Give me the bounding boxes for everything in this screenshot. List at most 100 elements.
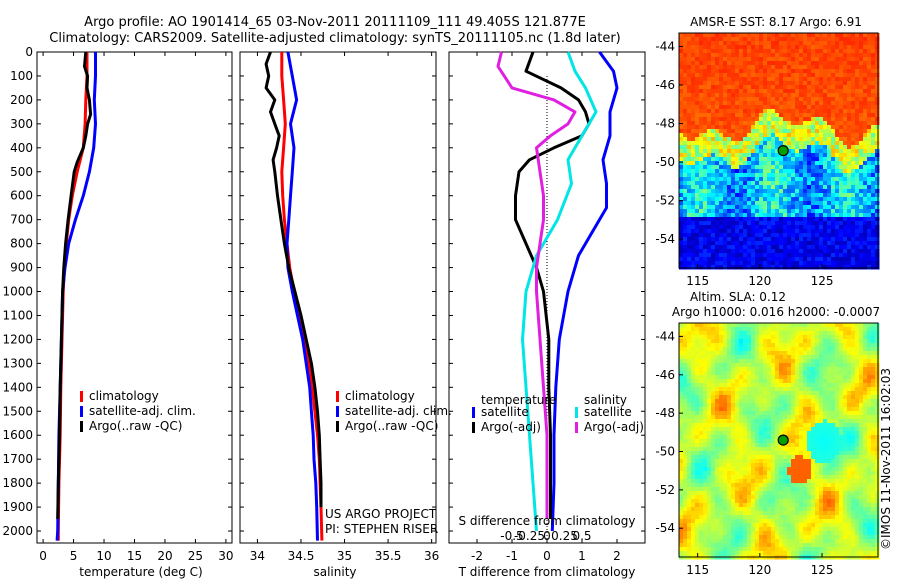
heatmap-cell [739,37,744,42]
heatmap-cell [715,359,720,364]
heatmap-cell [771,431,776,436]
heatmap-cell [679,185,684,190]
heatmap-cell [703,455,708,460]
heatmap-cell [699,327,704,332]
heatmap-cell [803,81,808,86]
heatmap-cell [811,395,816,400]
heatmap-cell [847,153,852,158]
heatmap-cell [819,237,824,242]
heatmap-cell [839,339,844,344]
heatmap-cell [827,447,832,452]
heatmap-cell [835,383,840,388]
heatmap-cell [819,355,824,360]
heatmap-cell [755,209,760,214]
heatmap-cell [843,189,848,194]
heatmap-cell [863,69,868,74]
heatmap-cell [787,237,792,242]
heatmap-cell [707,455,712,460]
heatmap-cell [859,443,864,448]
heatmap-cell [755,133,760,138]
heatmap-cell [803,193,808,198]
heatmap-cell [779,201,784,206]
heatmap-cell [723,443,728,448]
heatmap-cell [851,395,856,400]
heatmap-cell [815,153,820,158]
heatmap-cell [835,327,840,332]
heatmap-cell [727,209,732,214]
heatmap-cell [855,233,860,238]
heatmap-cell [791,213,796,218]
heatmap-cell [747,395,752,400]
heatmap-cell [871,197,876,202]
heatmap-cell [835,145,840,150]
heatmap-cell [711,161,716,166]
heatmap-cell [811,359,816,364]
heatmap-cell [759,213,764,218]
heatmap-cell [739,245,744,250]
heatmap-cell [739,33,744,38]
heatmap-cell [731,327,736,332]
heatmap-cell [819,339,824,344]
heatmap-cell [751,181,756,186]
heatmap-cell [799,109,804,114]
heatmap-cell [723,423,728,428]
heatmap-cell [847,245,852,250]
heatmap-cell [851,81,856,86]
heatmap-cell [727,411,732,416]
heatmap-cell [683,411,688,416]
heatmap-cell [811,33,816,38]
heatmap-cell [815,391,820,396]
legend-label: satellite [584,405,632,419]
heatmap-cell [691,213,696,218]
heatmap-cell [719,105,724,110]
heatmap-cell [867,37,872,42]
heatmap-cell [683,383,688,388]
heatmap-cell [767,137,772,142]
heatmap-cell [695,375,700,380]
heatmap-cell [807,213,812,218]
heatmap-cell [779,459,784,464]
heatmap-cell [831,57,836,62]
heatmap-cell [771,201,776,206]
heatmap-cell [871,189,876,194]
heatmap-cell [823,121,828,126]
heatmap-cell [707,395,712,400]
heatmap-cell [735,117,740,122]
heatmap-cell [839,387,844,392]
heatmap-cell [875,359,880,364]
heatmap-cell [859,45,864,50]
heatmap-cell [799,53,804,58]
heatmap-cell [795,327,800,332]
heatmap-cell [795,113,800,118]
heatmap-cell [863,427,868,432]
heatmap-cell [819,173,824,178]
heatmap-cell [763,53,768,58]
heatmap-cell [875,237,880,242]
heatmap-cell [795,125,800,130]
heatmap-cell [851,89,856,94]
heatmap-cell [811,443,816,448]
heatmap-cell [803,217,808,222]
heatmap-cell [791,209,796,214]
heatmap-cell [731,209,736,214]
heatmap-cell [691,53,696,58]
heatmap-cell [807,133,812,138]
heatmap-cell [755,197,760,202]
legend-swatch-argo [336,421,339,432]
heatmap-cell [735,451,740,456]
heatmap-cell [727,427,732,432]
heatmap-cell [827,33,832,38]
heatmap-cell [683,129,688,134]
heatmap-cell [783,105,788,110]
heatmap-cell [727,217,732,222]
heatmap-cell [695,89,700,94]
heatmap-cell [723,459,728,464]
heatmap-cell [851,331,856,336]
heatmap-cell [695,97,700,102]
heatmap-cell [735,455,740,460]
heatmap-cell [711,149,716,154]
heatmap-cell [759,253,764,258]
heatmap-cell [775,145,780,150]
heatmap-cell [719,125,724,130]
heatmap-cell [755,435,760,440]
